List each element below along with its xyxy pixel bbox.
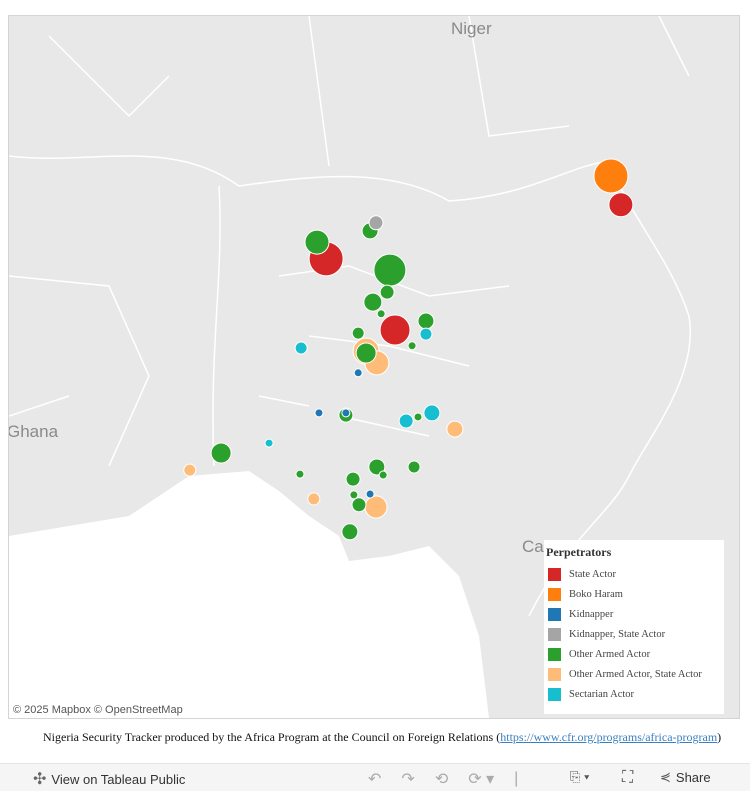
- legend-swatch: [548, 667, 561, 681]
- incident-marker[interactable]: [353, 368, 363, 378]
- legend-swatch: [548, 627, 561, 641]
- incident-marker[interactable]: [345, 471, 361, 487]
- incident-marker[interactable]: [379, 314, 411, 346]
- incident-marker[interactable]: [183, 463, 197, 477]
- legend: Perpetrators State Actor Boko Haram Kidnap…: [544, 540, 724, 714]
- incident-marker[interactable]: [363, 292, 383, 312]
- legend-item[interactable]: Boko Haram: [548, 584, 724, 604]
- cfr-link[interactable]: https://www.cfr.org/programs/africa-prog…: [500, 730, 718, 744]
- incident-marker[interactable]: [295, 469, 305, 479]
- incident-marker[interactable]: [398, 413, 414, 429]
- incident-marker[interactable]: [368, 458, 386, 476]
- revert-icon[interactable]: ⟲: [434, 771, 449, 788]
- incident-marker[interactable]: [341, 408, 351, 418]
- fullscreen-icon: ⛶: [622, 769, 634, 786]
- map-attribution[interactable]: © 2025 Mapbox © OpenStreetMap: [13, 704, 183, 716]
- legend-swatch: [548, 567, 561, 581]
- undo-icon[interactable]: ↶: [368, 771, 382, 788]
- legend-item[interactable]: Other Armed Actor: [548, 644, 724, 664]
- incident-marker[interactable]: [378, 470, 388, 480]
- legend-item[interactable]: Other Armed Actor, State Actor: [548, 664, 724, 684]
- view-on-tableau-button[interactable]: ✣ View on Tableau Public: [33, 771, 186, 788]
- incident-marker[interactable]: [314, 408, 324, 418]
- legend-title: Perpetrators: [546, 545, 612, 559]
- legend-item[interactable]: Kidnapper, State Actor: [548, 624, 724, 644]
- incident-marker[interactable]: [368, 215, 384, 231]
- incident-marker[interactable]: [446, 420, 464, 438]
- label-cameroon: Ca: [522, 537, 544, 556]
- share-button[interactable]: ⋞ Share: [660, 769, 711, 785]
- incident-marker[interactable]: [294, 341, 308, 355]
- incident-marker[interactable]: [407, 341, 417, 351]
- incident-marker[interactable]: [351, 326, 365, 340]
- legend-swatch: [548, 687, 561, 701]
- redo-icon[interactable]: ↷: [401, 771, 415, 788]
- incident-marker[interactable]: [407, 460, 421, 474]
- incident-marker[interactable]: [351, 497, 367, 513]
- incident-marker[interactable]: [210, 442, 232, 464]
- legend-swatch: [548, 647, 561, 661]
- incident-marker[interactable]: [413, 412, 423, 422]
- incident-marker[interactable]: [349, 490, 359, 500]
- incident-marker[interactable]: [341, 523, 359, 541]
- incident-marker[interactable]: [365, 489, 375, 499]
- legend-swatch: [548, 607, 561, 621]
- incident-marker[interactable]: [304, 229, 330, 255]
- fullscreen-button[interactable]: ⛶: [622, 769, 633, 787]
- legend-item[interactable]: Kidnapper: [548, 604, 724, 624]
- divider: |: [514, 770, 519, 787]
- incident-marker[interactable]: [307, 492, 321, 506]
- incident-marker[interactable]: [373, 253, 407, 287]
- legend-item[interactable]: Sectarian Actor: [548, 684, 724, 704]
- tableau-icon: ✣: [33, 771, 47, 788]
- incident-marker[interactable]: [423, 404, 441, 422]
- incident-marker[interactable]: [264, 438, 274, 448]
- share-icon: ⋞: [660, 769, 671, 784]
- toolbar: ✣ View on Tableau Public ↶ ↷ ⟲ ⟳ ▾ | ⎘ ▾ …: [0, 763, 750, 791]
- incident-marker[interactable]: [364, 495, 388, 519]
- basemap: [9, 16, 692, 718]
- incident-marker[interactable]: [608, 192, 634, 218]
- refresh-icon[interactable]: ⟳ ▾: [468, 771, 495, 788]
- download-icon: ⎘ ▾: [570, 769, 590, 784]
- incident-marker[interactable]: [376, 309, 386, 319]
- download-button[interactable]: ⎘ ▾: [570, 769, 589, 785]
- label-ghana: Ghana: [8, 422, 59, 441]
- legend-swatch: [548, 587, 561, 601]
- legend-item[interactable]: State Actor: [548, 564, 724, 584]
- incident-marker[interactable]: [419, 327, 433, 341]
- incident-marker[interactable]: [379, 284, 395, 300]
- caption: Nigeria Security Tracker produced by the…: [43, 730, 722, 744]
- incident-marker[interactable]: [593, 158, 629, 194]
- map[interactable]: Niger Ghana Ca Perpetrators State Actor B…: [8, 15, 740, 719]
- label-niger: Niger: [451, 19, 492, 38]
- incident-marker[interactable]: [355, 342, 377, 364]
- incident-marker[interactable]: [417, 312, 435, 330]
